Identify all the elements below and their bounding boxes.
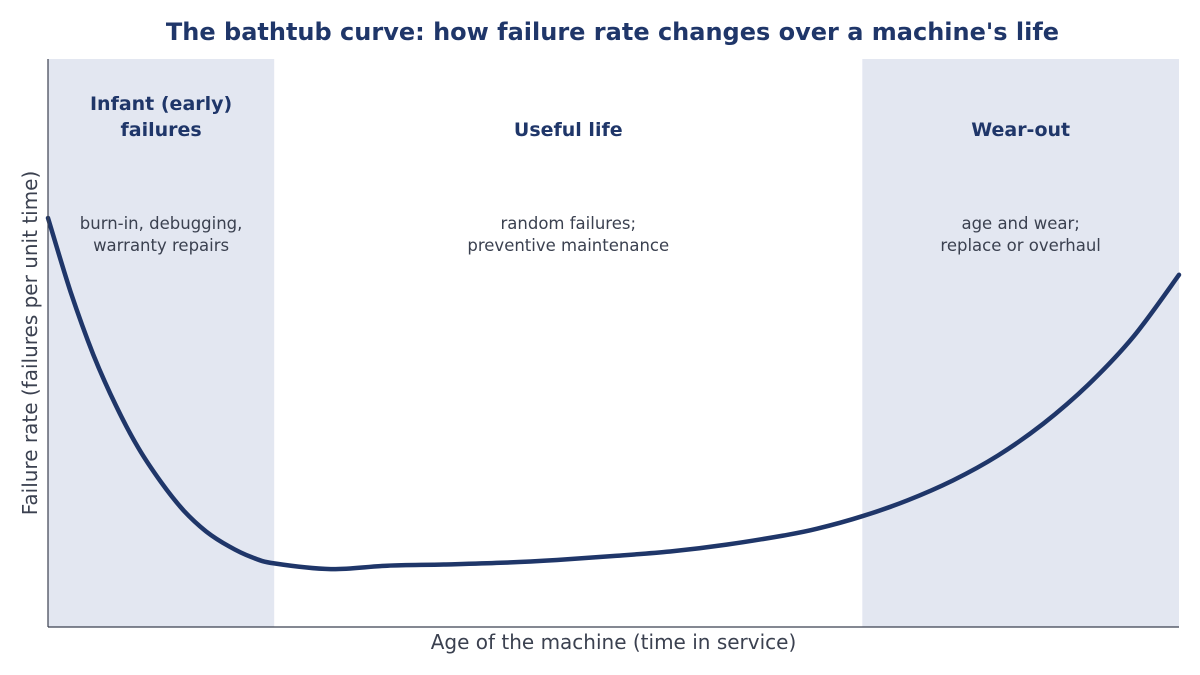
phase-note-useful: preventive maintenance [467,236,669,255]
phase-shade-infant [48,59,275,627]
phase-note-wearout: age and wear; [961,214,1079,233]
y-axis-label: Failure rate (failures per unit time) [18,171,42,516]
phase-note-infant: burn-in, debugging, [80,214,243,233]
phase-note-wearout: replace or overhaul [940,236,1100,255]
phase-label-layer: Infant (early) failures burn-in, debugging… [80,93,1101,255]
failure-rate-curve [45,215,1182,572]
phase-title-infant: Infant (early) [90,93,232,115]
x-axis-label: Age of the machine (time in service) [431,630,797,654]
phase-shade-wearout [862,59,1179,627]
phase-title-useful: Useful life [514,119,623,141]
chart-title: The bathtub curve: how failure rate chan… [166,18,1059,46]
phase-note-useful: random failures; [501,214,637,233]
phase-note-infant: warranty repairs [93,236,229,255]
phase-title-infant: failures [120,119,201,141]
phase-title-wearout: Wear-out [971,119,1070,141]
